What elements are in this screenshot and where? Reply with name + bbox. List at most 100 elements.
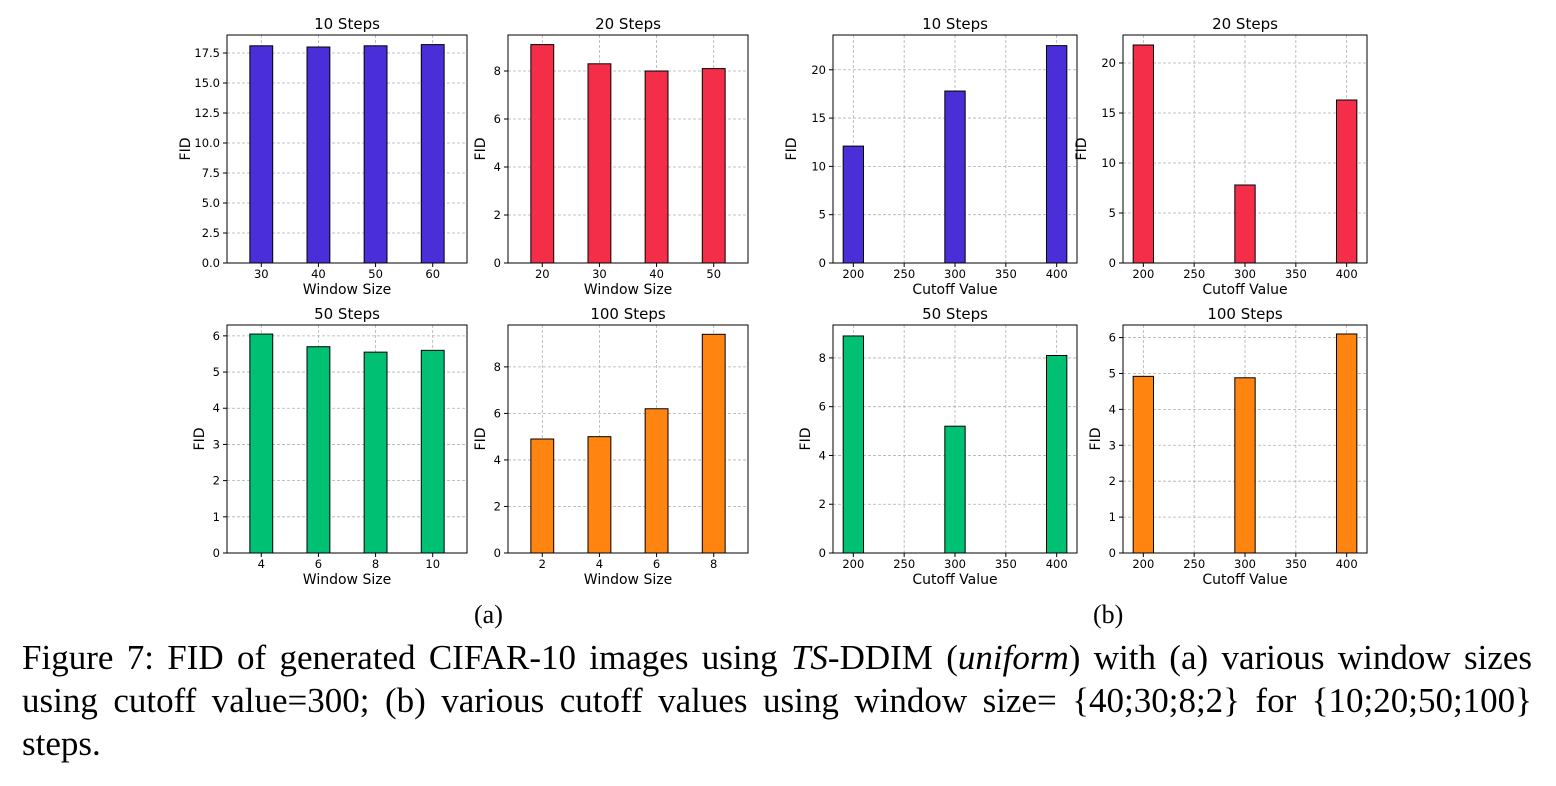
y-tick-label: 3 bbox=[213, 437, 220, 451]
chart-panel: 0 5 10 15 20 200 250 300 350 400 10 Steps Cutoff Va… bbox=[784, 15, 1078, 298]
x-tick-label: 4 bbox=[596, 557, 603, 571]
x-tick-label: 200 bbox=[1132, 267, 1154, 281]
bar bbox=[249, 333, 274, 554]
bar bbox=[1132, 44, 1154, 264]
bar bbox=[1234, 377, 1256, 554]
x-tick-label: 200 bbox=[842, 557, 864, 571]
bar bbox=[1046, 45, 1068, 264]
bar bbox=[587, 436, 612, 554]
y-tick-label: 17.5 bbox=[194, 46, 220, 60]
y-tick-label: 4 bbox=[494, 453, 501, 467]
x-tick-label: 30 bbox=[592, 267, 607, 281]
x-tick-label: 8 bbox=[372, 557, 379, 571]
plot-frame bbox=[507, 324, 749, 554]
chart-title: 50 Steps bbox=[314, 305, 380, 323]
y-tick-label: 0 bbox=[494, 546, 501, 560]
y-tick-label: 7.5 bbox=[202, 166, 220, 180]
y-tick-label: 4 bbox=[819, 448, 826, 462]
x-tick-label: 2 bbox=[539, 557, 546, 571]
bar bbox=[306, 346, 331, 554]
bar bbox=[644, 70, 669, 264]
x-tick-label: 200 bbox=[1132, 557, 1154, 571]
x-tick-label: 20 bbox=[535, 267, 550, 281]
chart-panel: 0 1 2 3 4 5 6 4 6 8 10 50 Steps Window Size FID bbox=[192, 305, 468, 588]
bar bbox=[1234, 184, 1256, 264]
x-tick-label: 6 bbox=[315, 557, 322, 571]
y-tick-label: 5 bbox=[1109, 206, 1116, 220]
y-axis-label: FID bbox=[473, 428, 489, 451]
plot-frame bbox=[507, 34, 749, 264]
bar bbox=[420, 44, 445, 264]
y-axis-label: FID bbox=[1074, 138, 1090, 161]
chart-panel: 0.0 2.5 5.0 7.5 10.0 12.5 15.0 17.5 30 40 50 60 10 S… bbox=[178, 15, 468, 298]
figure-caption: Figure 7: FID of generated CIFAR-10 imag… bbox=[22, 636, 1532, 765]
y-tick-label: 5 bbox=[1109, 366, 1116, 380]
y-tick-label: 15 bbox=[1101, 106, 1116, 120]
y-tick-label: 8 bbox=[494, 360, 501, 374]
y-tick-label: 6 bbox=[819, 400, 826, 414]
x-tick-label: 250 bbox=[1183, 267, 1205, 281]
y-tick-label: 2 bbox=[494, 208, 501, 222]
caption-method-rest: -DDIM ( bbox=[827, 638, 958, 677]
y-tick-label: 1 bbox=[213, 510, 220, 524]
x-tick-label: 30 bbox=[254, 267, 269, 281]
x-tick-label: 250 bbox=[893, 267, 915, 281]
y-tick-label: 10.0 bbox=[194, 136, 220, 150]
subfigure-label-b: (b) bbox=[1093, 600, 1124, 629]
y-tick-label: 0 bbox=[819, 546, 826, 560]
y-tick-label: 2 bbox=[1109, 474, 1116, 488]
y-tick-label: 6 bbox=[213, 329, 220, 343]
chart-panel: 0 2 4 6 8 200 250 300 350 400 50 Steps Cutoff Value… bbox=[798, 305, 1078, 588]
x-tick-label: 40 bbox=[311, 267, 326, 281]
y-tick-label: 1 bbox=[1109, 510, 1116, 524]
bar bbox=[420, 349, 445, 554]
y-tick-label: 0 bbox=[819, 256, 826, 270]
bar bbox=[944, 90, 966, 264]
y-axis-label: FID bbox=[192, 428, 208, 451]
x-tick-label: 6 bbox=[653, 557, 660, 571]
x-tick-label: 350 bbox=[995, 557, 1017, 571]
x-tick-label: 8 bbox=[710, 557, 717, 571]
plot-frame bbox=[226, 34, 468, 264]
y-axis-label: FID bbox=[798, 428, 814, 451]
x-axis-label: Cutoff Value bbox=[912, 572, 997, 588]
x-tick-label: 350 bbox=[1285, 557, 1307, 571]
bar bbox=[1046, 354, 1068, 554]
x-tick-label: 250 bbox=[893, 557, 915, 571]
bar bbox=[944, 425, 966, 554]
y-tick-label: 2 bbox=[213, 474, 220, 488]
y-tick-label: 4 bbox=[494, 160, 501, 174]
chart-panel: 0 1 2 3 4 5 6 200 250 300 350 400 100 Steps Cutoff Va… bbox=[1088, 305, 1368, 588]
y-tick-label: 6 bbox=[494, 406, 501, 420]
x-tick-label: 60 bbox=[425, 267, 440, 281]
bar bbox=[306, 46, 331, 264]
bar bbox=[701, 68, 726, 264]
y-axis-label: FID bbox=[473, 138, 489, 161]
x-axis-label: Cutoff Value bbox=[1202, 572, 1287, 588]
bar bbox=[587, 63, 612, 264]
y-tick-label: 5 bbox=[213, 365, 220, 379]
x-tick-label: 300 bbox=[944, 267, 966, 281]
x-axis-label: Window Size bbox=[584, 282, 672, 298]
chart-panel: 0 2 4 6 8 20 30 40 50 20 Steps Window Size FID bbox=[473, 15, 749, 298]
bar bbox=[530, 438, 555, 554]
y-tick-label: 10 bbox=[1101, 156, 1116, 170]
caption-lead: Figure 7: FID of generated CIFAR-10 imag… bbox=[22, 638, 791, 677]
y-tick-label: 20 bbox=[1101, 56, 1116, 70]
chart-panel: 0 5 10 15 20 200 250 300 350 400 20 Steps Cutoff Va… bbox=[1074, 15, 1368, 298]
x-tick-label: 300 bbox=[944, 557, 966, 571]
caption-mode-italic: uniform bbox=[957, 638, 1069, 677]
y-tick-label: 3 bbox=[1109, 438, 1116, 452]
x-axis-label: Window Size bbox=[303, 282, 391, 298]
bar bbox=[530, 44, 555, 264]
bar bbox=[363, 351, 388, 554]
y-tick-label: 12.5 bbox=[194, 106, 220, 120]
y-axis-label: FID bbox=[178, 138, 194, 161]
x-tick-label: 50 bbox=[368, 267, 383, 281]
x-tick-label: 350 bbox=[1285, 267, 1307, 281]
y-tick-label: 10 bbox=[811, 159, 826, 173]
bar bbox=[1336, 333, 1358, 554]
y-tick-label: 0.0 bbox=[202, 256, 220, 270]
x-tick-label: 400 bbox=[1046, 557, 1068, 571]
